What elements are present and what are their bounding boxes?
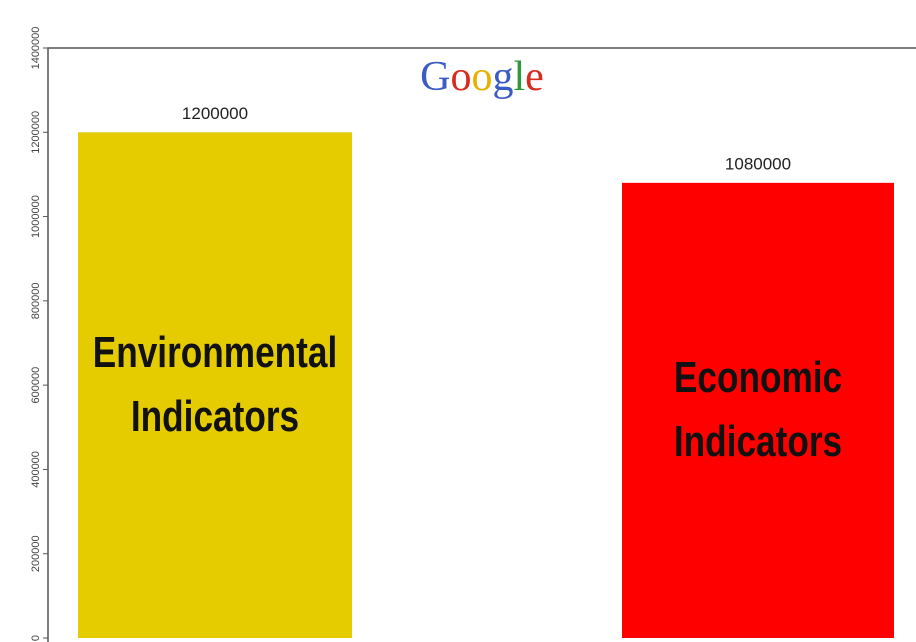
title-letter: e xyxy=(525,54,544,100)
category-label: Economic Indicators xyxy=(673,353,843,467)
title-letter: o xyxy=(451,54,472,100)
title-letter: g xyxy=(493,54,514,100)
y-tick-label: 200000 xyxy=(30,535,42,572)
y-tick-label: 600000 xyxy=(30,367,42,404)
y-tick-label: 0 xyxy=(30,635,42,641)
title-letter: G xyxy=(420,54,450,100)
category-label: Environmental Indicators xyxy=(92,328,338,442)
bar xyxy=(78,132,352,639)
y-tick-label: 400000 xyxy=(30,451,42,488)
chart-title: Google xyxy=(420,54,544,100)
title-letter: l xyxy=(514,54,526,100)
y-tick-label: 800000 xyxy=(30,282,42,319)
y-tick-label: 1200000 xyxy=(30,111,42,154)
bar xyxy=(622,182,894,638)
y-tick-label: 1000000 xyxy=(30,195,42,238)
value-label: 1080000 xyxy=(725,154,791,173)
y-tick-label: 1400000 xyxy=(30,27,42,70)
title-letter: o xyxy=(472,54,493,100)
plot-frame xyxy=(47,47,916,642)
value-label: 1200000 xyxy=(182,104,248,123)
